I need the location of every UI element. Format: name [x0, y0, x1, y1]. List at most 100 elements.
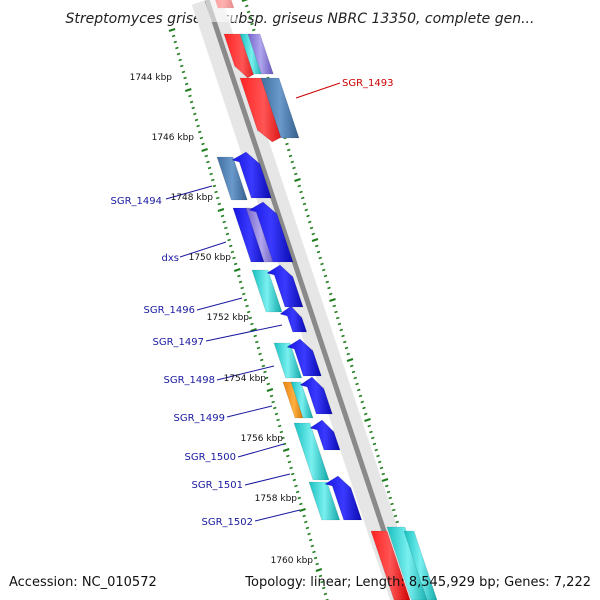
- scale-tick: [314, 244, 319, 248]
- scale-tick: [248, 316, 253, 320]
- scale-tick: [207, 166, 212, 170]
- gene-sgr-1498-b[interactable]: [286, 338, 322, 377]
- gene-sgr-1494-b[interactable]: [231, 151, 272, 199]
- scale-tick: [315, 568, 323, 572]
- gene-label-leaders: [165, 82, 341, 522]
- scale-tick: [295, 490, 300, 494]
- scale-tick: [255, 340, 259, 344]
- gene-label-sgr-1499[interactable]: SGR_1499: [174, 413, 226, 424]
- scale-tick: [318, 256, 323, 260]
- scale-tick: [244, 4, 249, 8]
- gene-sgr-1497[interactable]: [279, 305, 308, 333]
- gene-sgr-1498-a[interactable]: [273, 342, 303, 379]
- gene-sgr-1493-b[interactable]: [260, 77, 300, 139]
- scale-tick: [181, 70, 186, 74]
- scale-tick: [251, 28, 256, 32]
- scale-tick: [293, 172, 298, 176]
- scale-tick: [302, 202, 307, 206]
- scale-tick: [222, 220, 226, 224]
- scale-tick: [189, 100, 194, 104]
- chromosome-backbone: [191, 0, 421, 600]
- gene-sgr-1500-b[interactable]: [309, 419, 341, 451]
- scale-tick: [201, 142, 205, 146]
- scale-tick: [379, 466, 384, 470]
- scale-tick: [194, 118, 199, 122]
- scale-tick: [201, 148, 208, 152]
- gene-sgr-1503-a[interactable]: [370, 530, 411, 600]
- scale-tick: [388, 496, 393, 500]
- gene-sgr-1501[interactable]: [308, 481, 341, 521]
- scale-tick: [327, 286, 331, 290]
- scale-tick: [188, 94, 192, 98]
- scale-tick: [381, 472, 386, 476]
- scale-tick: [391, 508, 396, 512]
- scale-tick: [220, 214, 225, 218]
- scale-tick: [261, 364, 266, 368]
- gene-label-sgr-1497[interactable]: SGR_1497: [153, 337, 205, 348]
- scale-tick: [297, 184, 302, 188]
- scale-tick: [173, 40, 178, 44]
- gene-sgr-1503-b[interactable]: [386, 526, 430, 600]
- gene-sgr-1499-b[interactable]: [290, 381, 314, 419]
- scale-tick: [242, 292, 246, 296]
- scale-row-left: [168, 28, 329, 600]
- scale-tick: [176, 52, 181, 56]
- scale-tick: [204, 154, 209, 158]
- scale-tick: [290, 472, 295, 476]
- scale-tick: [292, 478, 297, 482]
- gene-label-sgr-1502[interactable]: SGR_1502: [202, 517, 254, 528]
- kbp-label: 1758 kbp: [255, 494, 298, 504]
- scale-tick: [241, 0, 249, 2]
- scale-tick: [264, 376, 269, 380]
- scale-tick: [370, 436, 375, 440]
- gene-label-sgr-1493[interactable]: SGR_1493: [342, 78, 394, 89]
- scale-tick: [233, 262, 238, 266]
- scale-tick: [300, 196, 305, 200]
- scale-tick: [358, 394, 363, 398]
- gene-dxs-c[interactable]: [248, 201, 294, 263]
- gene-label-dxs[interactable]: dxs: [162, 253, 179, 264]
- gene-label-sgr-1498[interactable]: SGR_1498: [164, 375, 216, 386]
- scale-tick: [374, 448, 379, 452]
- scale-tick: [321, 268, 326, 272]
- scale-tick: [288, 154, 293, 158]
- gene-sgr-1492-d[interactable]: [247, 33, 274, 75]
- scale-tick: [178, 58, 182, 62]
- gene-sgr-1503-c[interactable]: [403, 530, 438, 600]
- scale-tick: [215, 196, 220, 200]
- scale-tick: [294, 484, 298, 488]
- scale-tick: [250, 322, 254, 326]
- gene-label-sgr-1496[interactable]: SGR_1496: [144, 305, 196, 316]
- scale-tick: [217, 208, 225, 212]
- scale-tick: [302, 514, 306, 518]
- gene-track: [205, 0, 438, 600]
- gene-sgr-1496-b[interactable]: [266, 264, 304, 308]
- gene-sgr-1496-a[interactable]: [251, 269, 283, 313]
- scale-tick: [274, 412, 279, 416]
- kbp-tick-labels: 1744 kbp 1746 kbp 1748 kbp 1750 kbp 1752…: [130, 73, 314, 566]
- kbp-label: 1756 kbp: [241, 434, 284, 444]
- scale-tick: [271, 400, 275, 404]
- kbp-label: 1752 kbp: [207, 313, 250, 323]
- scale-tick: [248, 16, 253, 20]
- accession-text: Accession: NC_010572: [9, 575, 157, 590]
- gene-sgr-1494-a[interactable]: [216, 156, 248, 201]
- scale-tick: [344, 346, 349, 350]
- scale-tick: [299, 502, 303, 506]
- gene-label-sgr-1501[interactable]: SGR_1501: [192, 480, 244, 491]
- gene-sgr-1499-c[interactable]: [299, 376, 333, 415]
- scale-tick: [276, 418, 280, 422]
- scale-tick: [363, 412, 368, 416]
- gene-sgr-1502[interactable]: [324, 475, 363, 521]
- scale-tick: [225, 232, 230, 236]
- gene-label-sgr-1500[interactable]: SGR_1500: [185, 452, 237, 463]
- gene-sgr-1500-a[interactable]: [293, 422, 330, 481]
- kbp-label: 1750 kbp: [189, 253, 232, 263]
- scale-tick: [353, 376, 358, 380]
- kbp-label: 1746 kbp: [152, 133, 195, 143]
- scale-tick: [304, 208, 309, 212]
- scale-tick: [308, 538, 313, 542]
- gene-label-sgr-1494[interactable]: SGR_1494: [111, 196, 163, 207]
- scale-tick: [196, 124, 200, 128]
